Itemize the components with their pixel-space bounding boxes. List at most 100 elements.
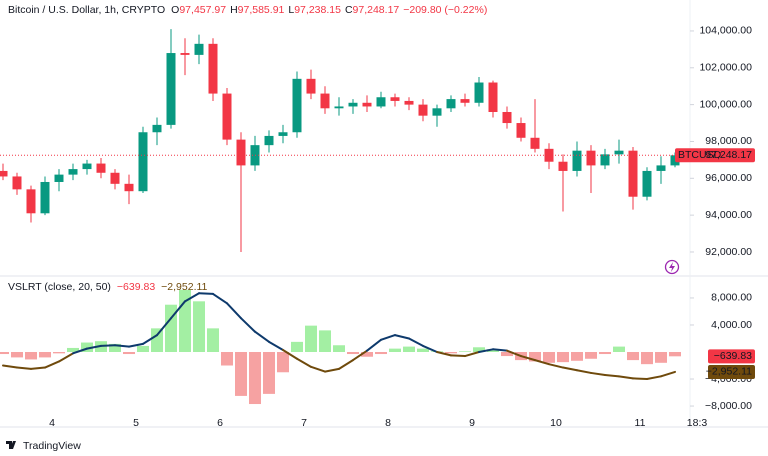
indicator-line-segment	[604, 373, 620, 378]
histogram-bar	[347, 352, 359, 355]
symbol-tag: BTCUSD	[678, 149, 722, 161]
indicator-line-segment	[156, 317, 172, 337]
indicator-line-segment	[338, 359, 354, 370]
indicator-line-segment	[198, 292, 214, 295]
histogram-bar	[459, 351, 471, 352]
brand: TradingView	[23, 440, 81, 452]
indicator-line-segment	[2, 364, 18, 369]
hist-tag-value: −639.83	[714, 350, 752, 362]
histogram-bar	[221, 352, 233, 366]
histogram-bar	[333, 345, 345, 352]
indicator-line-segment	[632, 377, 648, 381]
candle-body	[306, 78, 316, 94]
histogram-bar	[249, 352, 261, 405]
candle-body	[124, 183, 134, 192]
histogram-bar	[123, 352, 135, 355]
alert-bolt	[669, 262, 675, 272]
symbol-title: Bitcoin / U.S. Dollar, 1h, CRYPTO	[8, 4, 165, 16]
candle-body	[404, 100, 414, 105]
candle-body	[26, 189, 36, 214]
candle-body	[222, 93, 232, 140]
ohlc-key: O	[171, 4, 179, 16]
histogram-bar	[389, 348, 401, 352]
histogram-bar	[585, 352, 597, 359]
candle-body	[642, 170, 652, 197]
indicator-title: VSLRT (close, 20, 50)	[8, 281, 111, 293]
indicator-line-segment	[492, 348, 508, 352]
candle-body	[418, 104, 428, 116]
indicator-line-segment	[114, 344, 130, 348]
indicator-line-segment	[478, 348, 494, 353]
indicator-line-segment	[240, 317, 256, 333]
indicator-line-segment	[282, 348, 298, 360]
indicator-line-segment	[324, 367, 340, 373]
histogram-bar	[0, 352, 9, 355]
histogram-bar	[375, 352, 387, 355]
indicator-line-segment	[562, 366, 578, 372]
candle-body	[628, 150, 638, 197]
candle-body	[40, 181, 50, 214]
histogram-bar	[613, 346, 625, 352]
indicator-line-segment	[520, 355, 536, 362]
candle-body	[432, 108, 442, 116]
indicator-legend: VSLRT (close, 20, 50) −639.83 −2,952.11	[8, 281, 208, 293]
candle-body	[600, 154, 610, 166]
histogram-bar	[487, 349, 499, 352]
histogram-bar	[53, 352, 65, 354]
candle-body	[180, 53, 190, 55]
indicator-line-segment	[184, 292, 200, 303]
indicator-line-segment	[44, 360, 60, 369]
indicator-line-segment	[352, 349, 368, 362]
histogram-bar	[529, 352, 541, 362]
candle-body	[96, 163, 106, 173]
indicator-line-segment	[30, 366, 46, 370]
candle-body	[586, 150, 596, 166]
indicator-line-segment	[534, 359, 550, 366]
candle-body	[12, 176, 22, 190]
candle-body	[670, 155, 680, 166]
histogram-bar	[25, 352, 37, 360]
plot: 92,000.0094,000.0096,000.0098,000.00100,…	[0, 25, 755, 429]
candle-body	[502, 111, 512, 124]
x-tick-label: 5	[133, 417, 139, 429]
indicator-line-segment	[142, 334, 158, 345]
ohlc-value: 97,585.91	[238, 4, 285, 16]
y-tick-label: 94,000.00	[705, 209, 752, 221]
indicator-line-segment	[408, 337, 424, 347]
x-tick-label: 11	[635, 417, 646, 429]
candle-body	[292, 78, 302, 133]
x-tick-label: 10	[550, 417, 562, 429]
indicator-line-segment	[422, 344, 438, 353]
candle-body	[376, 97, 386, 107]
alert-icon[interactable]	[664, 259, 680, 275]
ohlc-value: 97,248.17	[353, 4, 400, 16]
candle-body	[264, 135, 274, 146]
histogram-bar	[543, 352, 555, 363]
indicator-line-segment	[58, 352, 74, 363]
indicator-line-segment	[72, 347, 88, 355]
indicator-line-segment	[268, 340, 284, 351]
indicator-line-segment	[618, 375, 634, 380]
histogram-bar	[151, 328, 163, 352]
indicator-line-segment	[100, 344, 116, 347]
candle-body	[530, 137, 540, 149]
histogram-bar	[417, 348, 429, 352]
histogram-bar	[305, 325, 317, 352]
candle-body	[516, 123, 526, 138]
x-tick-label: 6	[217, 417, 223, 429]
histogram-bar	[11, 352, 23, 358]
indicator-line-segment	[310, 365, 326, 373]
histogram-bar	[445, 352, 457, 354]
main-legend: Bitcoin / U.S. Dollar, 1h, CRYPTO O97,457…	[8, 4, 487, 16]
y-tick-label: 4,000.00	[711, 319, 752, 331]
indicator-line-segment	[590, 371, 606, 376]
histogram-bar	[67, 347, 79, 352]
candle-body	[558, 161, 568, 171]
indicator-line-segment	[548, 363, 564, 369]
candle-body	[0, 170, 8, 177]
histogram-bar	[109, 343, 121, 352]
line-tag	[708, 364, 755, 379]
hist-legend-value: −639.83	[117, 281, 155, 293]
